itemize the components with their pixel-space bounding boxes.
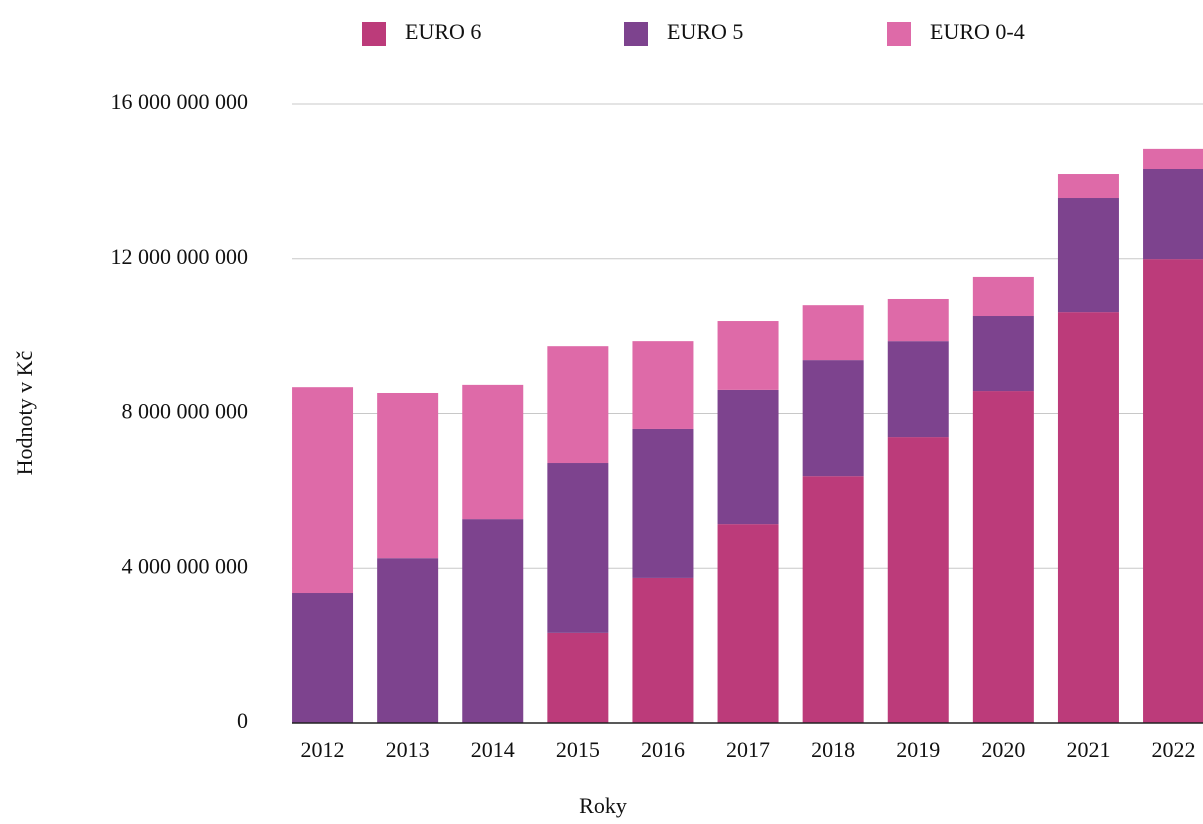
bar-segment bbox=[887, 298, 949, 342]
x-tick-label: 2018 bbox=[811, 737, 855, 762]
x-tick-label: 2022 bbox=[1152, 737, 1196, 762]
bar-segment bbox=[887, 341, 949, 438]
y-tick-label: 12 000 000 000 bbox=[111, 244, 249, 269]
bar-segment bbox=[1143, 168, 1203, 260]
bar-segment bbox=[717, 321, 779, 390]
bar-segment bbox=[462, 519, 524, 723]
bar-segment bbox=[292, 593, 354, 723]
x-tick-label: 2015 bbox=[556, 737, 600, 762]
bar-segment bbox=[632, 428, 694, 578]
bar-segment bbox=[972, 391, 1034, 723]
bar-segment bbox=[1057, 198, 1119, 313]
legend-label: EURO 6 bbox=[405, 19, 481, 44]
x-tick-label: 2016 bbox=[641, 737, 685, 762]
bar-segment bbox=[547, 346, 609, 464]
bar-segment bbox=[972, 276, 1034, 317]
legend-swatch bbox=[624, 22, 648, 46]
legend-swatch bbox=[362, 22, 386, 46]
y-tick-label: 4 000 000 000 bbox=[122, 553, 249, 578]
bar-segment bbox=[972, 316, 1034, 392]
bar-segment bbox=[1143, 259, 1203, 723]
bar-segment bbox=[377, 558, 439, 723]
x-axis-title: Roky bbox=[579, 793, 627, 818]
bar-segment bbox=[1057, 174, 1119, 199]
bar-segment bbox=[547, 632, 609, 723]
x-tick-label: 2020 bbox=[981, 737, 1025, 762]
bar-segment bbox=[717, 389, 779, 525]
y-tick-label: 8 000 000 000 bbox=[122, 399, 249, 424]
bar-segment bbox=[887, 437, 949, 723]
bar-segment bbox=[802, 476, 864, 723]
bar-segment bbox=[462, 384, 524, 520]
legend-swatch bbox=[887, 22, 911, 46]
x-tick-label: 2021 bbox=[1066, 737, 1110, 762]
x-tick-label: 2014 bbox=[471, 737, 515, 762]
bar-segment bbox=[632, 341, 694, 429]
bar-segment bbox=[802, 305, 864, 361]
bar-segment bbox=[717, 524, 779, 723]
bar-segment bbox=[292, 387, 354, 594]
y-tick-label: 16 000 000 000 bbox=[111, 89, 249, 114]
bar-segment bbox=[377, 392, 439, 559]
y-tick-label: 0 bbox=[237, 708, 248, 733]
legend-label: EURO 0-4 bbox=[930, 19, 1025, 44]
bar-segment bbox=[1143, 148, 1203, 169]
bar-segment bbox=[547, 463, 609, 633]
legend-label: EURO 5 bbox=[667, 19, 743, 44]
bar-segment bbox=[1057, 312, 1119, 723]
x-tick-label: 2019 bbox=[896, 737, 940, 762]
y-axis-title: Hodnoty v Kč bbox=[12, 350, 37, 475]
x-tick-label: 2013 bbox=[386, 737, 430, 762]
x-tick-label: 2017 bbox=[726, 737, 770, 762]
x-tick-label: 2012 bbox=[301, 737, 345, 762]
bar-segment bbox=[802, 360, 864, 477]
bar-segment bbox=[632, 577, 694, 723]
